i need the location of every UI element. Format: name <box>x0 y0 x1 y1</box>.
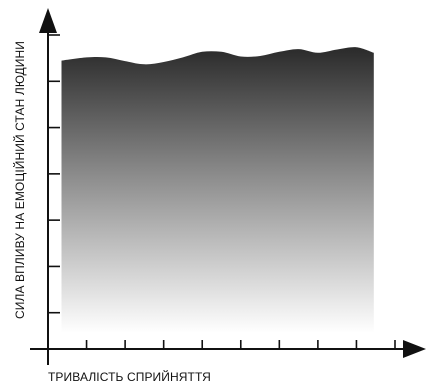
y-axis-arrow <box>39 8 57 33</box>
x-axis-label: ТРИВАЛІСТЬ СПРИЙНЯТТЯ <box>48 369 211 384</box>
ticks <box>48 34 396 349</box>
x-axis-arrow <box>403 340 426 358</box>
y-axis-label: СИЛА ВПЛИВУ НА ЕМОЦІЙНИЙ СТАН ЛЮДИНИ <box>12 41 27 319</box>
series-area <box>61 47 374 334</box>
axes <box>30 8 426 365</box>
